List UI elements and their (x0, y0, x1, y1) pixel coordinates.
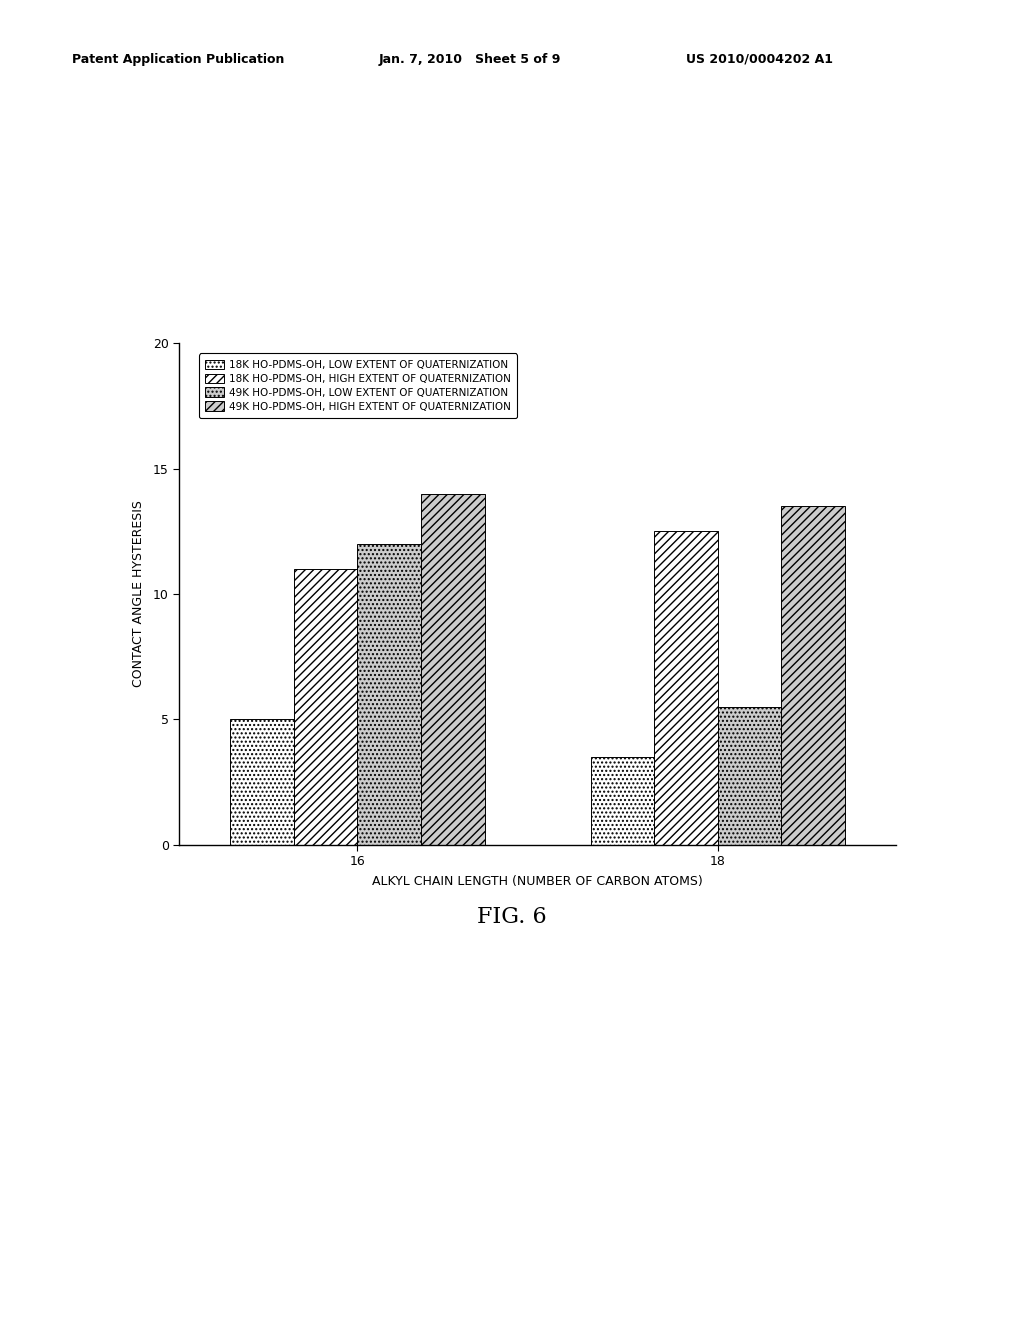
Text: US 2010/0004202 A1: US 2010/0004202 A1 (686, 53, 834, 66)
Legend: 18K HO-PDMS-OH, LOW EXTENT OF QUATERNIZATION, 18K HO-PDMS-OH, HIGH EXTENT OF QUA: 18K HO-PDMS-OH, LOW EXTENT OF QUATERNIZA… (199, 354, 517, 417)
Bar (591, 758, 654, 845)
Bar (230, 719, 294, 845)
Bar (781, 507, 845, 845)
Bar (718, 708, 781, 845)
X-axis label: ALKYL CHAIN LENGTH (NUMBER OF CARBON ATOMS): ALKYL CHAIN LENGTH (NUMBER OF CARBON ATO… (373, 875, 702, 888)
Text: Patent Application Publication: Patent Application Publication (72, 53, 284, 66)
Bar (421, 494, 484, 845)
Y-axis label: CONTACT ANGLE HYSTERESIS: CONTACT ANGLE HYSTERESIS (131, 500, 144, 688)
Text: FIG. 6: FIG. 6 (477, 907, 547, 928)
Bar (357, 544, 421, 845)
Bar (654, 531, 718, 845)
Bar (294, 569, 357, 845)
Text: Jan. 7, 2010   Sheet 5 of 9: Jan. 7, 2010 Sheet 5 of 9 (379, 53, 561, 66)
